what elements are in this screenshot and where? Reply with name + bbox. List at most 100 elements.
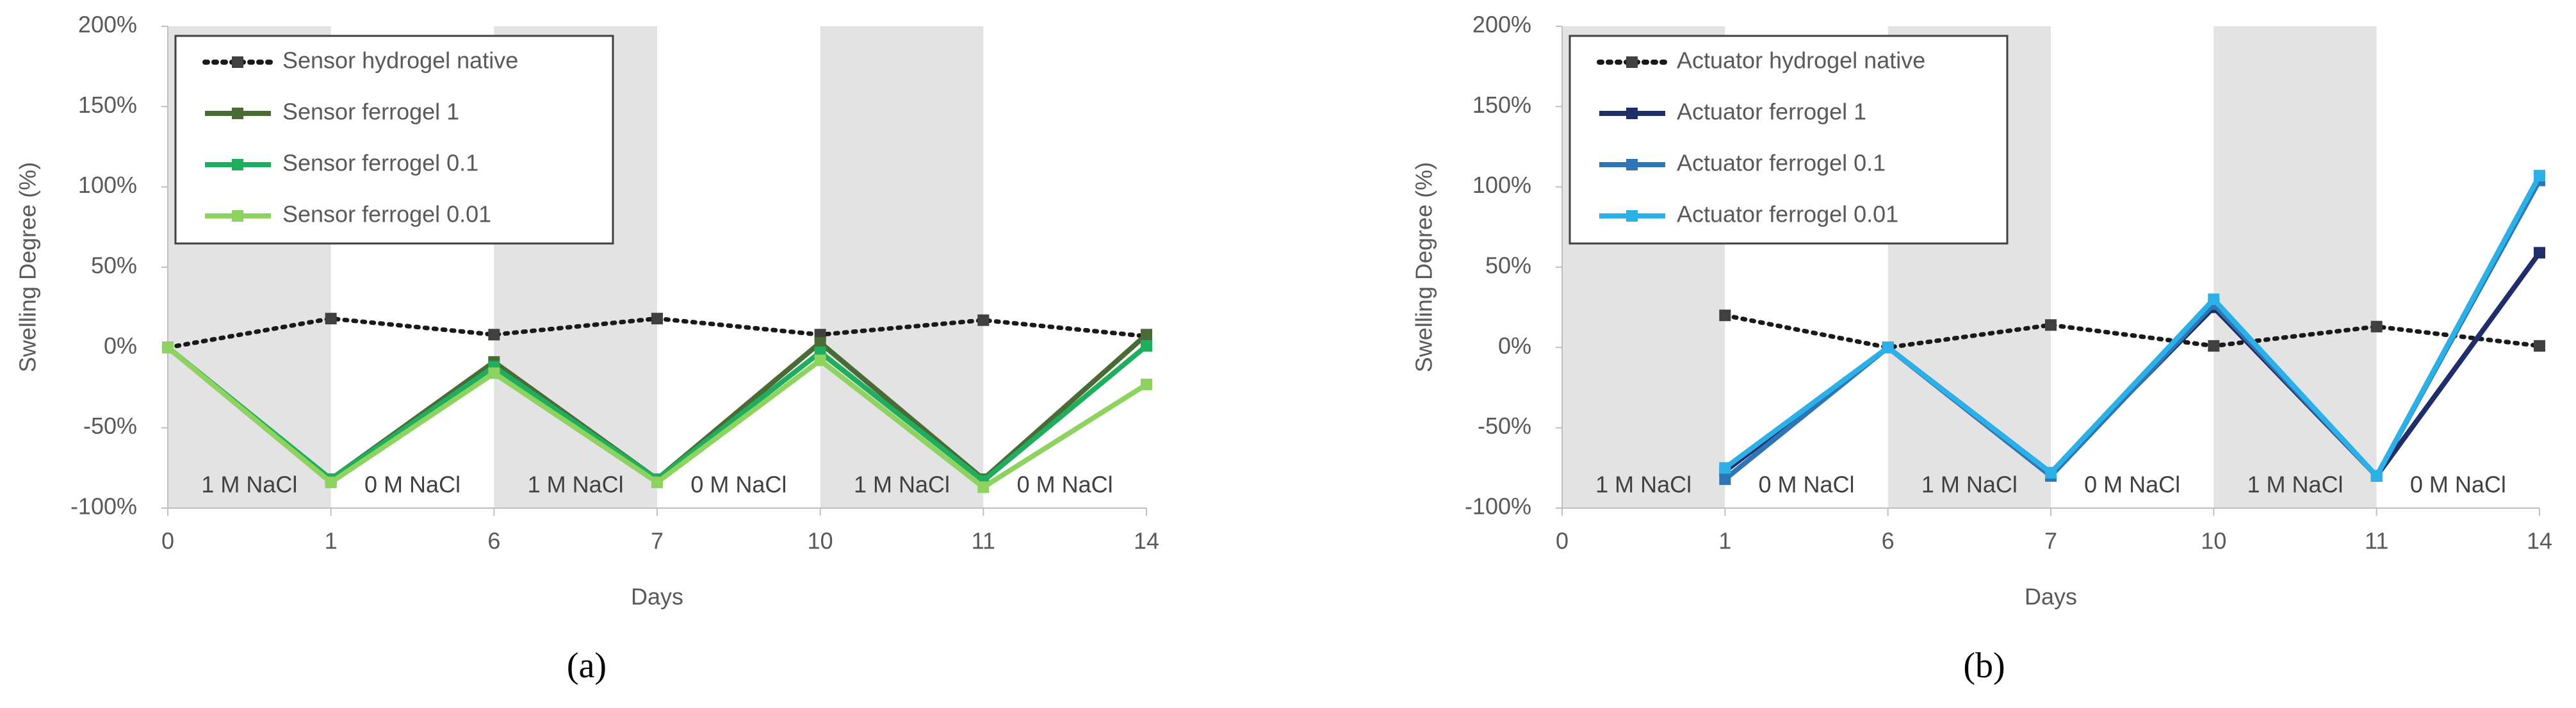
series-line — [1723, 251, 2542, 481]
point — [325, 476, 337, 488]
point — [325, 313, 337, 325]
legend-marker — [1626, 210, 1638, 222]
y-tick-label: 150% — [1472, 92, 1531, 118]
point — [2534, 340, 2545, 352]
point — [488, 329, 500, 341]
caption: (a) — [567, 646, 607, 686]
y-tick-label: 200% — [78, 12, 137, 38]
point — [1719, 462, 1731, 474]
legend-label: Sensor ferrogel 0.01 — [282, 201, 491, 227]
y-tick-label: 50% — [91, 252, 137, 279]
legend-label: Actuator ferrogel 0.01 — [1677, 201, 1898, 227]
x-tick-label: 0 — [1556, 528, 1569, 554]
point — [2045, 319, 2057, 331]
legend-marker — [232, 210, 243, 222]
y-tick-label: 0% — [104, 333, 137, 359]
legend-entry: Actuator ferrogel 1 — [1599, 99, 1866, 125]
x-tick-label: 10 — [808, 528, 833, 554]
point — [2208, 293, 2220, 306]
point — [2534, 247, 2545, 259]
x-axis-label: Days — [631, 584, 683, 610]
x-tick-label: 0 — [161, 528, 174, 554]
point — [977, 314, 990, 326]
series-line — [1723, 174, 2542, 481]
y-axis-label: Swelling Degree (%) — [1411, 162, 1437, 372]
band-annotation: 0 M NaCl — [2410, 472, 2506, 498]
y-tick-label: -50% — [1478, 413, 1531, 439]
legend-marker — [232, 56, 243, 68]
band-annotation: 0 M NaCl — [1758, 472, 1854, 498]
legend-entry: Sensor ferrogel 0.01 — [205, 201, 491, 227]
y-tick-label: -100% — [1465, 493, 1531, 520]
point — [1141, 378, 1152, 390]
y-tick-label: 0% — [1498, 333, 1531, 359]
x-tick-label: 6 — [487, 528, 500, 554]
x-tick-label: 11 — [2365, 528, 2388, 554]
y-tick-label: 150% — [78, 92, 137, 118]
x-tick-label: 14 — [2527, 528, 2552, 554]
legend-marker — [232, 108, 243, 119]
legend-label: Sensor hydrogel native — [282, 47, 518, 74]
point — [488, 367, 500, 379]
band-annotation: 1 M NaCl — [1921, 472, 2018, 498]
x-axis-label: Days — [2025, 584, 2077, 610]
legend-marker — [1626, 56, 1638, 68]
legend-label: Actuator hydrogel native — [1677, 47, 1925, 74]
legend-entry: Sensor hydrogel native — [202, 47, 518, 74]
x-tick-label: 14 — [1134, 528, 1159, 554]
point — [2370, 470, 2383, 482]
band-annotation: 1 M NaCl — [528, 472, 624, 498]
legend-label: Sensor ferrogel 1 — [282, 99, 459, 125]
point — [651, 476, 663, 488]
x-tick-label: 1 — [1718, 528, 1731, 554]
point — [2208, 340, 2220, 352]
point — [977, 481, 990, 493]
legend-entry: Sensor ferrogel 1 — [205, 99, 459, 125]
point — [162, 342, 174, 354]
x-tick-label: 7 — [651, 528, 664, 554]
point — [814, 336, 826, 349]
legend-label: Actuator ferrogel 1 — [1677, 99, 1866, 125]
point — [1141, 340, 1152, 352]
x-tick-label: 10 — [2201, 528, 2226, 554]
legend-marker — [1626, 159, 1638, 170]
band-annotation: 1 M NaCl — [201, 472, 297, 498]
legend-marker — [232, 159, 243, 170]
caption: (b) — [1963, 646, 2005, 686]
legend-marker — [1626, 108, 1638, 119]
legend-entry: Sensor ferrogel 0.1 — [205, 150, 478, 176]
legend-label: Sensor ferrogel 0.1 — [282, 150, 478, 176]
point — [651, 313, 663, 325]
salt-band — [820, 26, 984, 508]
point — [2045, 466, 2057, 479]
band-annotation: 0 M NaCl — [690, 472, 787, 498]
legend-label: Actuator ferrogel 0.1 — [1677, 150, 1886, 176]
salt-band — [2213, 26, 2377, 508]
band-annotation: 0 M NaCl — [1017, 472, 1113, 498]
point — [1719, 473, 1731, 485]
y-axis-label: Swelling Degree (%) — [15, 162, 41, 372]
y-tick-label: 100% — [1472, 172, 1531, 198]
band-annotation: 1 M NaCl — [2247, 472, 2343, 498]
y-tick-label: -100% — [70, 493, 137, 520]
point — [1882, 342, 1894, 354]
series-line — [1722, 313, 2542, 350]
y-tick-label: 50% — [1485, 252, 1531, 279]
y-tick-label: 100% — [78, 172, 137, 198]
legend-entry: Actuator ferrogel 0.01 — [1599, 201, 1898, 227]
y-tick-label: 200% — [1472, 12, 1531, 38]
x-tick-label: 1 — [325, 528, 338, 554]
legend-box — [1569, 35, 2009, 245]
legend-entry: Actuator hydrogel native — [1597, 47, 1925, 74]
point — [1141, 329, 1152, 341]
x-tick-label: 6 — [1882, 528, 1895, 554]
x-tick-label: 11 — [972, 528, 995, 554]
band-annotation: 1 M NaCl — [1595, 472, 1692, 498]
band-annotation: 0 M NaCl — [2084, 472, 2180, 498]
y-tick-label: -50% — [83, 413, 137, 439]
point — [1719, 309, 1731, 322]
legend-entry: Actuator ferrogel 0.1 — [1599, 150, 1886, 176]
band-annotation: 1 M NaCl — [854, 472, 950, 498]
band-annotation: 0 M NaCl — [364, 472, 461, 498]
